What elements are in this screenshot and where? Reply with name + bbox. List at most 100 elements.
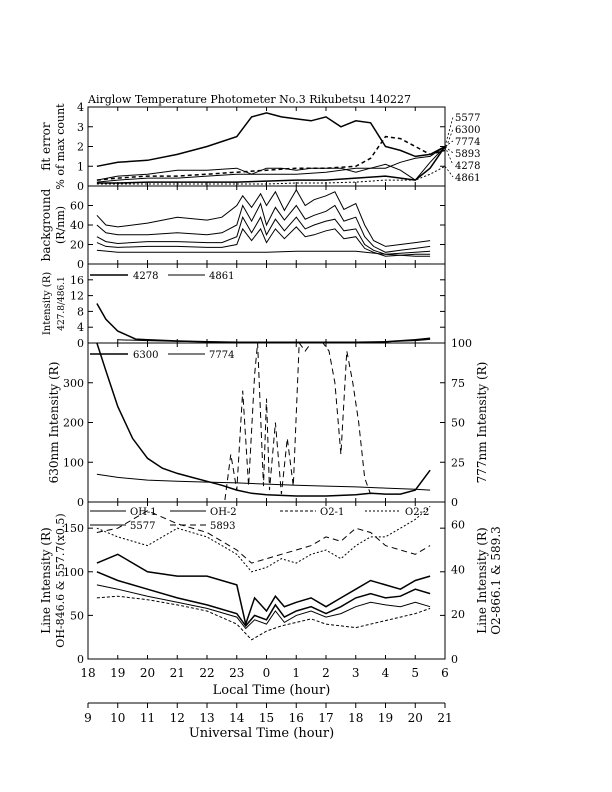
right-label-leader (444, 140, 454, 147)
right-series-label: 5893 (455, 149, 480, 160)
series-5577 (96, 553, 431, 627)
y-tick-label: 0 (77, 337, 84, 350)
y-axis-label: 630nm Intensity (R) (47, 362, 61, 484)
series-group (96, 188, 431, 257)
local-time-tick-label: 21 (170, 666, 185, 680)
local-time-tick-label: 4 (382, 666, 390, 680)
figure-title: Airglow Temperature Photometer No.3 Riku… (87, 93, 411, 106)
series-s3 (96, 215, 431, 255)
legend-label: OH-2 (210, 507, 237, 518)
right-series-label: 4278 (455, 161, 480, 172)
legend-label: O2-1 (320, 507, 344, 518)
ut-tick-label: 21 (437, 711, 452, 725)
series-s4 (96, 226, 431, 257)
series-OH-2 (96, 584, 431, 630)
series-4278 (96, 303, 431, 343)
local-time-tick-label: 0 (263, 666, 271, 680)
panel-fit-error: 0 1 2 3 4 fit error% of max count 557763007774… (39, 101, 480, 193)
legend-label: 5577 (130, 521, 155, 532)
y-axis-label: fit error (39, 122, 53, 170)
legend-label: OH-1 (130, 507, 157, 518)
ut-tick-label: 19 (378, 711, 393, 725)
series-s2 (96, 202, 431, 253)
y-axis-label: Intensity (R) (42, 272, 53, 335)
ut-axis-label: Universal Time (hour) (189, 726, 334, 741)
series-group (96, 303, 431, 343)
y-tick-label: 300 (63, 377, 84, 390)
legend-label: 6300 (133, 350, 158, 361)
y-tick-label: 20 (70, 239, 84, 252)
y-tick-label: 40 (70, 219, 84, 232)
series-O2-1 (96, 595, 431, 641)
right-label-leader (444, 166, 454, 178)
series-7774 (96, 473, 431, 491)
legend-label: 4861 (209, 271, 234, 282)
y-right-tick-label: 20 (451, 608, 465, 621)
y-right-tick-label: 50 (451, 417, 465, 430)
right-label-leader (444, 116, 454, 147)
local-time-tick-label: 20 (140, 666, 155, 680)
y-right-tick-label: 75 (451, 377, 465, 390)
local-time-tick-label: 6 (441, 666, 449, 680)
panel-background: 0 20 40 60 background (R/nm) (39, 185, 446, 271)
y-tick-label: 100 (63, 566, 84, 579)
series-O2-2 (96, 506, 431, 573)
y-tick-label: 0 (77, 258, 84, 271)
y-tick-label: 200 (63, 417, 84, 430)
y-axis-label: % of max count (54, 103, 67, 190)
y-right-axis-label: Line Intensity (R) (475, 527, 489, 633)
right-series-label: 5577 (455, 113, 480, 124)
ut-tick-label: 13 (199, 711, 214, 725)
y-tick-label: 8 (77, 305, 84, 318)
local-time-tick-label: 3 (352, 666, 360, 680)
local-time-tick-label: 1 (292, 666, 300, 680)
y-right-tick-label: 60 (451, 518, 465, 531)
legend-label: 5893 (210, 521, 235, 532)
y-axis-label: (R/nm) (54, 206, 67, 244)
local-time-tick-label: 18 (80, 666, 95, 680)
series-6300 (96, 343, 431, 497)
y-tick-label: 16 (70, 274, 84, 287)
y-tick-label: 0 (77, 496, 84, 509)
series-7774 (96, 146, 445, 181)
series-group (96, 343, 431, 501)
series-5893 (96, 510, 431, 564)
ut-tick-label: 12 (170, 711, 185, 725)
y-tick-label: 1 (77, 160, 84, 173)
y-axis-label: 427.8/486.1 (57, 276, 67, 331)
legend-label: O2-2 (405, 507, 429, 518)
ut-tick-label: 10 (110, 711, 125, 725)
series-OH-1 (96, 571, 431, 628)
local-time-axis-label: Local Time (hour) (213, 683, 331, 698)
ut-tick-label: 14 (229, 711, 245, 725)
y-right-axis-label: O2-866.1 & 589.3 (489, 526, 503, 635)
y-tick-label: 3 (77, 121, 84, 134)
y-right-tick-label: 0 (451, 496, 458, 509)
series-6300 (96, 135, 445, 181)
y-right-tick-label: 40 (451, 563, 465, 576)
right-series-label: 4861 (455, 173, 480, 184)
series-s5 (96, 249, 431, 257)
series-5893 (96, 146, 445, 183)
ut-tick-label: 20 (408, 711, 423, 725)
series-7774-rel (224, 343, 372, 501)
series-4278 (96, 146, 445, 184)
legend-label: 4278 (133, 271, 158, 282)
y-tick-label: 100 (63, 456, 84, 469)
ut-tick-label: 18 (348, 711, 363, 725)
series-5577 (96, 112, 445, 168)
ut-tick-label: 17 (318, 711, 333, 725)
y-tick-label: 2 (77, 141, 84, 154)
right-series-label: 6300 (455, 125, 480, 136)
y-axis-label: background (39, 188, 53, 261)
local-time-tick-label: 23 (229, 666, 244, 680)
series-group (96, 506, 431, 641)
panel-427-486: 0 4 8 12 16 Intensity (R) 427.8/486.1 4278 4861 (42, 263, 446, 350)
local-time-tick-label: 2 (322, 666, 330, 680)
y-tick-label: 60 (70, 200, 84, 213)
local-time-tick-label: 22 (199, 666, 214, 680)
ut-tick-label: 9 (84, 711, 92, 725)
